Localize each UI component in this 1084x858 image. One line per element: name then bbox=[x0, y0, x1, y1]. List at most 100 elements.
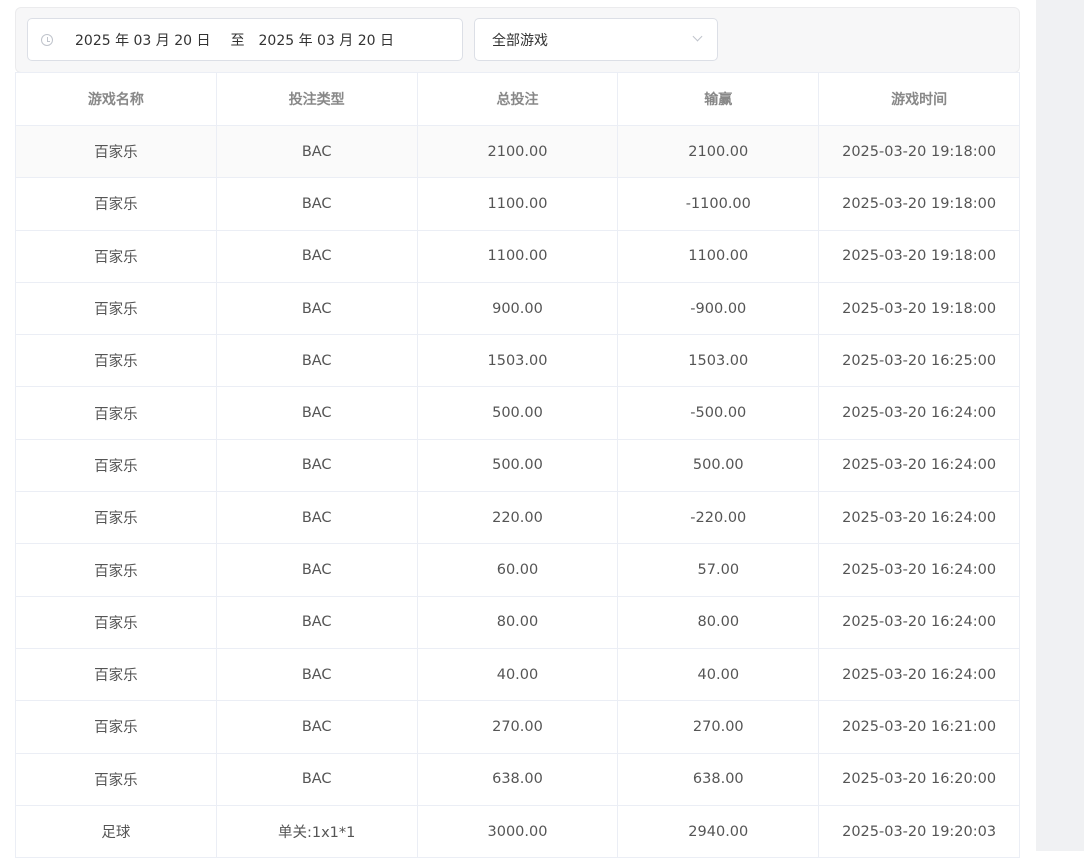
table-cell: 1100.00 bbox=[416, 177, 619, 231]
table-cell: BAC bbox=[215, 595, 418, 649]
table-cell: 2025-03-20 19:18:00 bbox=[818, 281, 1020, 336]
right-sidebar bbox=[1036, 0, 1084, 851]
table-cell: 900.00 bbox=[416, 281, 619, 336]
table-cell: BAC bbox=[215, 386, 418, 440]
table-cell: 足球 bbox=[15, 804, 217, 858]
table-cell: 百家乐 bbox=[15, 177, 217, 231]
table-cell: 2100.00 bbox=[416, 124, 619, 179]
table-cell: -220.00 bbox=[617, 491, 820, 545]
table-row[interactable]: 百家乐 BAC 220.00 -220.00 2025-03-20 16:24:00 bbox=[15, 491, 1020, 545]
table-cell: BAC bbox=[215, 700, 418, 754]
table-cell: 500.00 bbox=[617, 438, 820, 493]
table-cell: 百家乐 bbox=[15, 334, 217, 388]
table-cell: 百家乐 bbox=[15, 438, 217, 493]
table-cell: 2940.00 bbox=[617, 804, 820, 858]
table-cell: 2025-03-20 19:20:03 bbox=[818, 804, 1020, 858]
table-cell: 638.00 bbox=[416, 752, 619, 806]
table-cell: 270.00 bbox=[617, 700, 820, 754]
table-cell: BAC bbox=[215, 124, 418, 179]
date-start[interactable]: 2025 年 03 月 20 日 bbox=[75, 32, 211, 49]
table-cell: 百家乐 bbox=[15, 124, 217, 179]
bet-records-table: 游戏名称 投注类型 总投注 输赢 游戏时间 百家乐 BAC 2100.00 2100.00 20… bbox=[15, 72, 1020, 858]
table-row[interactable]: 百家乐 BAC 1100.00 1100.00 2025-03-20 19:18:00 bbox=[15, 229, 1020, 283]
table-cell: 百家乐 bbox=[15, 647, 217, 702]
date-range-picker[interactable]: 2025 年 03 月 20 日 至 2025 年 03 月 20 日 bbox=[27, 18, 463, 61]
table-cell: 500.00 bbox=[416, 438, 619, 493]
table-cell: 2025-03-20 19:18:00 bbox=[818, 124, 1020, 179]
table-row[interactable]: 百家乐 BAC 1100.00 -1100.00 2025-03-20 19:18:00 bbox=[15, 177, 1020, 231]
table-cell: BAC bbox=[215, 438, 418, 493]
table-cell: 2100.00 bbox=[617, 124, 820, 179]
table-row[interactable]: 百家乐 BAC 270.00 270.00 2025-03-20 16:21:00 bbox=[15, 700, 1020, 754]
column-header: 游戏名称 bbox=[15, 72, 217, 126]
table-cell: -500.00 bbox=[617, 386, 820, 440]
table-cell: 2025-03-20 16:20:00 bbox=[818, 752, 1020, 806]
table-cell: 2025-03-20 16:21:00 bbox=[818, 700, 1020, 754]
table-cell: 270.00 bbox=[416, 700, 619, 754]
table-row[interactable]: 百家乐 BAC 60.00 57.00 2025-03-20 16:24:00 bbox=[15, 543, 1020, 597]
table-cell: 2025-03-20 16:24:00 bbox=[818, 438, 1020, 493]
table-cell: 2025-03-20 19:18:00 bbox=[818, 229, 1020, 283]
table-cell: BAC bbox=[215, 281, 418, 336]
table-cell: 百家乐 bbox=[15, 700, 217, 754]
table-row[interactable]: 百家乐 BAC 80.00 80.00 2025-03-20 16:24:00 bbox=[15, 595, 1020, 649]
table-cell: 单关:1x1*1 bbox=[215, 804, 418, 858]
table-row[interactable]: 百家乐 BAC 638.00 638.00 2025-03-20 16:20:00 bbox=[15, 752, 1020, 806]
table-cell: 80.00 bbox=[416, 595, 619, 649]
table-cell: 1100.00 bbox=[416, 229, 619, 283]
table-cell: 2025-03-20 16:24:00 bbox=[818, 647, 1020, 702]
column-header: 游戏时间 bbox=[818, 72, 1020, 126]
table-row[interactable]: 百家乐 BAC 500.00 -500.00 2025-03-20 16:24:00 bbox=[15, 386, 1020, 440]
column-header: 输赢 bbox=[617, 72, 820, 126]
table-cell: BAC bbox=[215, 229, 418, 283]
table-cell: 220.00 bbox=[416, 491, 619, 545]
table-cell: BAC bbox=[215, 543, 418, 597]
table-cell: 57.00 bbox=[617, 543, 820, 597]
clock-icon bbox=[41, 33, 53, 46]
table-cell: 3000.00 bbox=[416, 804, 619, 858]
table-cell: 1503.00 bbox=[617, 334, 820, 388]
table-cell: 百家乐 bbox=[15, 386, 217, 440]
table-cell: BAC bbox=[215, 752, 418, 806]
column-header: 总投注 bbox=[416, 72, 619, 126]
chevron-down-icon bbox=[692, 31, 703, 42]
table-cell: 2025-03-20 16:24:00 bbox=[818, 543, 1020, 597]
table-cell: BAC bbox=[215, 177, 418, 231]
table-cell: BAC bbox=[215, 491, 418, 545]
table-row[interactable]: 百家乐 BAC 1503.00 1503.00 2025-03-20 16:25:00 bbox=[15, 334, 1020, 388]
table-cell: 80.00 bbox=[617, 595, 820, 649]
table-cell: 百家乐 bbox=[15, 595, 217, 649]
table-row[interactable]: 百家乐 BAC 2100.00 2100.00 2025-03-20 19:18:00 bbox=[15, 124, 1020, 179]
table-cell: 2025-03-20 16:24:00 bbox=[818, 595, 1020, 649]
table-cell: -1100.00 bbox=[617, 177, 820, 231]
date-end[interactable]: 2025 年 03 月 20 日 bbox=[258, 32, 395, 49]
table-cell: -900.00 bbox=[617, 281, 820, 336]
table-cell: 500.00 bbox=[416, 386, 619, 440]
table-cell: 40.00 bbox=[416, 647, 619, 702]
table-cell: 40.00 bbox=[617, 647, 820, 702]
table-cell: 百家乐 bbox=[15, 281, 217, 336]
table-cell: 638.00 bbox=[617, 752, 820, 806]
table-cell: BAC bbox=[215, 647, 418, 702]
table-cell: 2025-03-20 16:25:00 bbox=[818, 334, 1020, 388]
table-cell: 2025-03-20 16:24:00 bbox=[818, 386, 1020, 440]
table-cell: 60.00 bbox=[416, 543, 619, 597]
table-cell: 2025-03-20 16:24:00 bbox=[818, 491, 1020, 545]
game-select[interactable]: 全部游戏 bbox=[474, 18, 718, 61]
column-header: 投注类型 bbox=[215, 72, 418, 126]
table-cell: 2025-03-20 19:18:00 bbox=[818, 177, 1020, 231]
date-separator: 至 bbox=[230, 32, 245, 49]
table-row[interactable]: 百家乐 BAC 900.00 -900.00 2025-03-20 19:18:00 bbox=[15, 281, 1020, 336]
table-cell: 1503.00 bbox=[416, 334, 619, 388]
table-cell: 百家乐 bbox=[15, 229, 217, 283]
table-cell: 百家乐 bbox=[15, 543, 217, 597]
filter-bar: 2025 年 03 月 20 日 至 2025 年 03 月 20 日 全部游戏 bbox=[15, 7, 1020, 73]
table-row[interactable]: 百家乐 BAC 500.00 500.00 2025-03-20 16:24:00 bbox=[15, 438, 1020, 493]
table-cell: BAC bbox=[215, 334, 418, 388]
table-row[interactable]: 足球 单关:1x1*1 3000.00 2940.00 2025-03-20 19:20… bbox=[15, 804, 1020, 858]
table-cell: 1100.00 bbox=[617, 229, 820, 283]
game-select-value: 全部游戏 bbox=[492, 32, 548, 49]
table-cell: 百家乐 bbox=[15, 752, 217, 806]
table-cell: 百家乐 bbox=[15, 491, 217, 545]
table-row[interactable]: 百家乐 BAC 40.00 40.00 2025-03-20 16:24:00 bbox=[15, 647, 1020, 702]
